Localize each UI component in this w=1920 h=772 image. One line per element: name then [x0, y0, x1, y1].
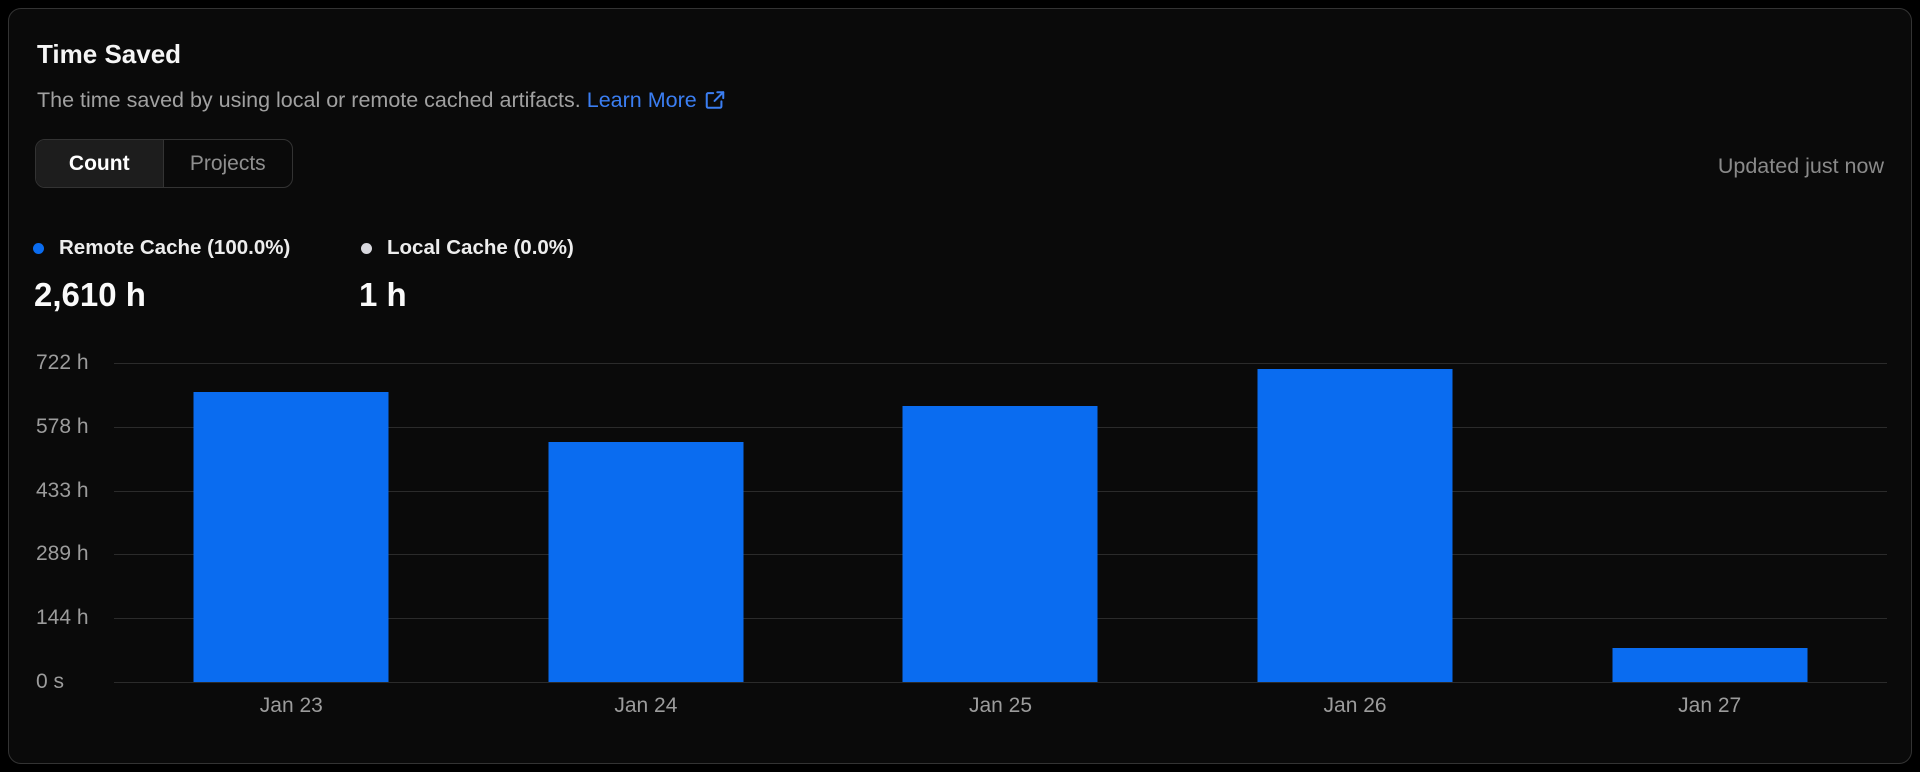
x-axis-label: Jan 23: [259, 694, 323, 717]
gridline-0: 0 s: [36, 670, 1887, 693]
blue-dot-icon: [33, 242, 44, 254]
y-tick-label: 433 h: [36, 478, 89, 502]
external-link-icon: [704, 89, 726, 111]
bar-jan-23[interactable]: [193, 392, 389, 682]
legend-local-label: Local Cache (0.0%): [387, 236, 574, 259]
y-tick-label: 289 h: [36, 542, 89, 566]
band-jan-25: Jan 25: [823, 363, 1178, 717]
bar-jan-24[interactable]: [548, 441, 744, 682]
legend-local-cache: Local Cache (0.0%): [361, 234, 574, 262]
subtitle-text: The time saved by using local or remote …: [37, 88, 581, 112]
band-jan-26: Jan 26: [1178, 363, 1533, 717]
bar-jan-27[interactable]: [1612, 647, 1808, 682]
legend-remote-label: Remote Cache (100.0%): [59, 236, 291, 259]
x-axis-label: Jan 26: [1323, 694, 1387, 717]
learn-more-link[interactable]: Learn More: [587, 85, 726, 115]
remote-cache-total: 2,610 h: [34, 276, 146, 313]
updated-status: Updated just now: [1717, 154, 1884, 178]
legend-remote-cache: Remote Cache (100.0%): [33, 234, 290, 262]
bar-bands: Jan 23 Jan 24 Jan 25 Jan 26 Jan 27: [114, 363, 1887, 717]
x-axis-label: Jan 27: [1678, 694, 1742, 717]
gridline-722: 722 h: [36, 351, 1887, 374]
card-subtitle: The time saved by using local or remote …: [37, 85, 726, 115]
time-saved-card: Time Saved The time saved by using local…: [8, 8, 1912, 764]
tab-count[interactable]: Count: [36, 140, 164, 187]
x-axis-label: Jan 25: [968, 694, 1033, 717]
band-jan-27: Jan 27: [1532, 363, 1887, 717]
band-jan-24: Jan 24: [469, 363, 824, 717]
y-tick-label: 722 h: [36, 351, 89, 374]
local-cache-total: 1 h: [359, 276, 407, 313]
bar-jan-25[interactable]: [902, 406, 1098, 682]
page-title: Time Saved: [37, 39, 182, 69]
y-tick-label: 144 h: [36, 606, 89, 630]
y-tick-label: 578 h: [36, 414, 89, 438]
gray-dot-icon: [361, 242, 372, 254]
y-tick-label: 0 s: [36, 670, 65, 693]
learn-more-label: Learn More: [586, 88, 697, 112]
view-toggle: Count Projects: [35, 139, 293, 188]
x-axis-label: Jan 24: [614, 694, 678, 717]
band-jan-23: Jan 23: [114, 363, 469, 717]
bar-jan-26[interactable]: [1257, 369, 1453, 682]
time-saved-bar-chart: 722 h 578 h 433 h 289 h 144 h 0 s Jan 23 Jan 24…: [36, 351, 1887, 717]
tab-projects[interactable]: Projects: [189, 151, 266, 175]
